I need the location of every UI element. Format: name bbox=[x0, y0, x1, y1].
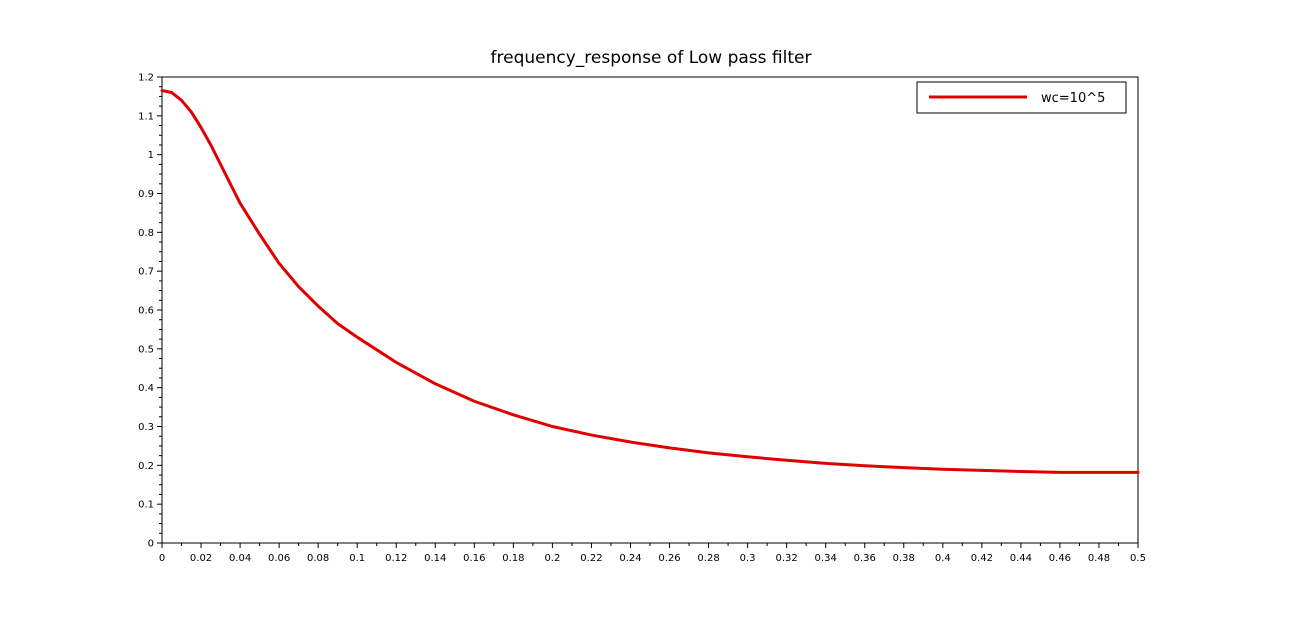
x-tick-label: 0.14 bbox=[424, 553, 446, 564]
x-tick-label: 0.24 bbox=[619, 553, 641, 564]
y-tick-label: 0.8 bbox=[138, 228, 154, 239]
x-tick-label: 0.44 bbox=[1010, 553, 1032, 564]
y-tick-label: 1.2 bbox=[138, 73, 154, 84]
x-tick-label: 0.28 bbox=[697, 553, 719, 564]
y-tick-label: 0 bbox=[148, 539, 154, 550]
x-tick-label: 0.46 bbox=[1049, 553, 1071, 564]
y-tick-label: 0.9 bbox=[138, 189, 154, 200]
x-tick-label: 0.4 bbox=[935, 553, 951, 564]
series-line bbox=[160, 89, 1140, 474]
y-tick-label: 0.3 bbox=[138, 422, 154, 433]
x-tick-label: 0.06 bbox=[268, 553, 290, 564]
y-tick-label: 0.6 bbox=[138, 306, 154, 317]
chart-title: frequency_response of Low pass filter bbox=[491, 48, 812, 68]
y-tick-label: 1 bbox=[148, 150, 154, 161]
y-tick-label: 0.1 bbox=[138, 500, 154, 511]
x-tick-label: 0.36 bbox=[854, 553, 876, 564]
x-tick-label: 0.5 bbox=[1130, 553, 1146, 564]
x-tick-label: 0.32 bbox=[776, 553, 798, 564]
x-tick-label: 0.22 bbox=[580, 553, 602, 564]
x-tick-label: 0.48 bbox=[1088, 553, 1110, 564]
y-axis: 0 0.1 0.2 0.3 0.4 0.5 0.6 0.7 0.8 0.9 1 1.1 1.2 bbox=[138, 73, 162, 550]
x-tick-label: 0.2 bbox=[544, 553, 560, 564]
x-tick-label: 0.26 bbox=[658, 553, 680, 564]
x-tick-label: 0.42 bbox=[971, 553, 993, 564]
x-tick-label: 0.12 bbox=[385, 553, 407, 564]
x-tick-label: 0.3 bbox=[740, 553, 756, 564]
series-layer bbox=[160, 89, 1140, 474]
legend: wc=10^5 bbox=[916, 81, 1127, 114]
x-tick-label: 0 bbox=[159, 553, 165, 564]
x-tick-label: 0.1 bbox=[349, 553, 365, 564]
x-tick-label: 0.38 bbox=[893, 553, 915, 564]
y-tick-label: 0.7 bbox=[138, 267, 154, 278]
x-tick-label: 0.18 bbox=[502, 553, 524, 564]
x-tick-label: 0.02 bbox=[190, 553, 212, 564]
x-tick-label: 0.16 bbox=[463, 553, 485, 564]
y-tick-label: 0.2 bbox=[138, 461, 154, 472]
x-tick-label: 0.04 bbox=[229, 553, 251, 564]
y-tick-label: 0.5 bbox=[138, 344, 154, 355]
y-tick-label: 1.1 bbox=[138, 111, 154, 122]
x-axis: 0 0.02 0.04 0.06 0.08 0.1 0.12 0.14 0.16 0.18 0.2 0… bbox=[159, 543, 1146, 564]
y-tick-label: 0.4 bbox=[138, 383, 154, 394]
legend-label: wc=10^5 bbox=[1041, 91, 1105, 106]
x-tick-label: 0.08 bbox=[307, 553, 329, 564]
x-tick-label: 0.34 bbox=[815, 553, 837, 564]
